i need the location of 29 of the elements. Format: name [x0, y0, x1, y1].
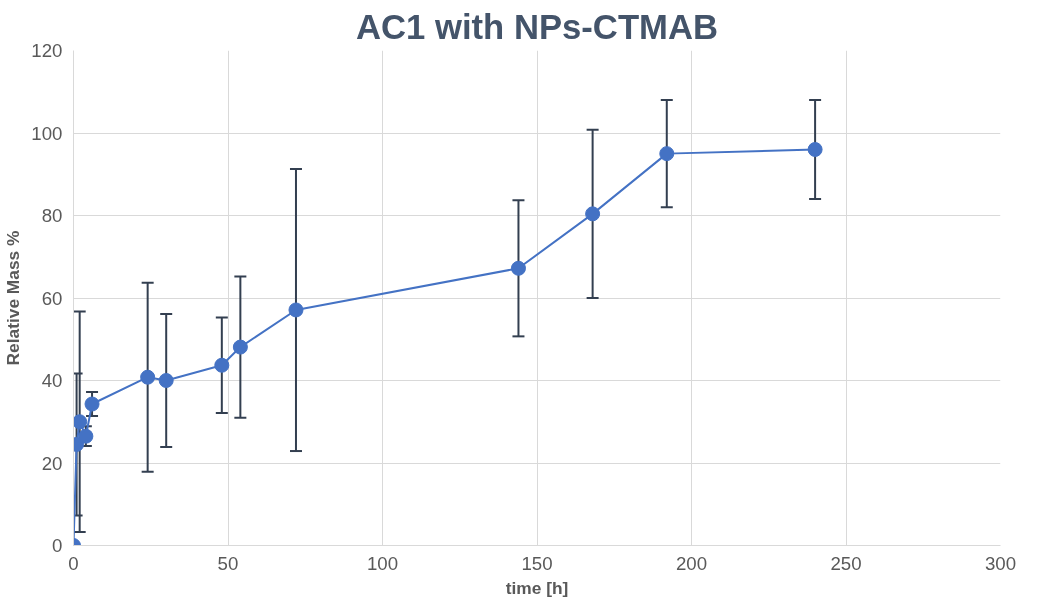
y-tick-label: 20 [41, 452, 63, 474]
x-tick-label: 200 [675, 552, 708, 574]
point [214, 357, 230, 373]
point [73, 414, 88, 430]
x-tick-label: 150 [521, 552, 553, 574]
y-axis-title: Relative Mass % [3, 230, 24, 366]
y-tick-label: 80 [41, 205, 63, 226]
x-tick-label: 250 [830, 552, 862, 574]
point [510, 260, 526, 276]
point [84, 396, 100, 412]
chart-title: AC1 with NPs-CTMAB [356, 7, 718, 46]
point [288, 302, 304, 318]
point [158, 373, 174, 388]
point [585, 206, 601, 222]
x-tick-label: 300 [984, 552, 1017, 574]
x-tick-label: 0 [68, 552, 79, 574]
x-tick-label: 100 [366, 552, 399, 574]
y-tick-label: 60 [41, 287, 63, 309]
y-tick-label: 100 [31, 122, 63, 144]
x-axis-title: time [h] [505, 577, 569, 598]
point [78, 428, 94, 444]
point [659, 146, 675, 162]
y-tick-label: 40 [41, 370, 63, 391]
y-tick-label: 0 [52, 535, 63, 556]
y-tick-label: 120 [31, 40, 63, 61]
x-tick-label: 50 [217, 552, 239, 574]
point [140, 369, 156, 385]
point [232, 339, 248, 355]
point [807, 142, 823, 157]
